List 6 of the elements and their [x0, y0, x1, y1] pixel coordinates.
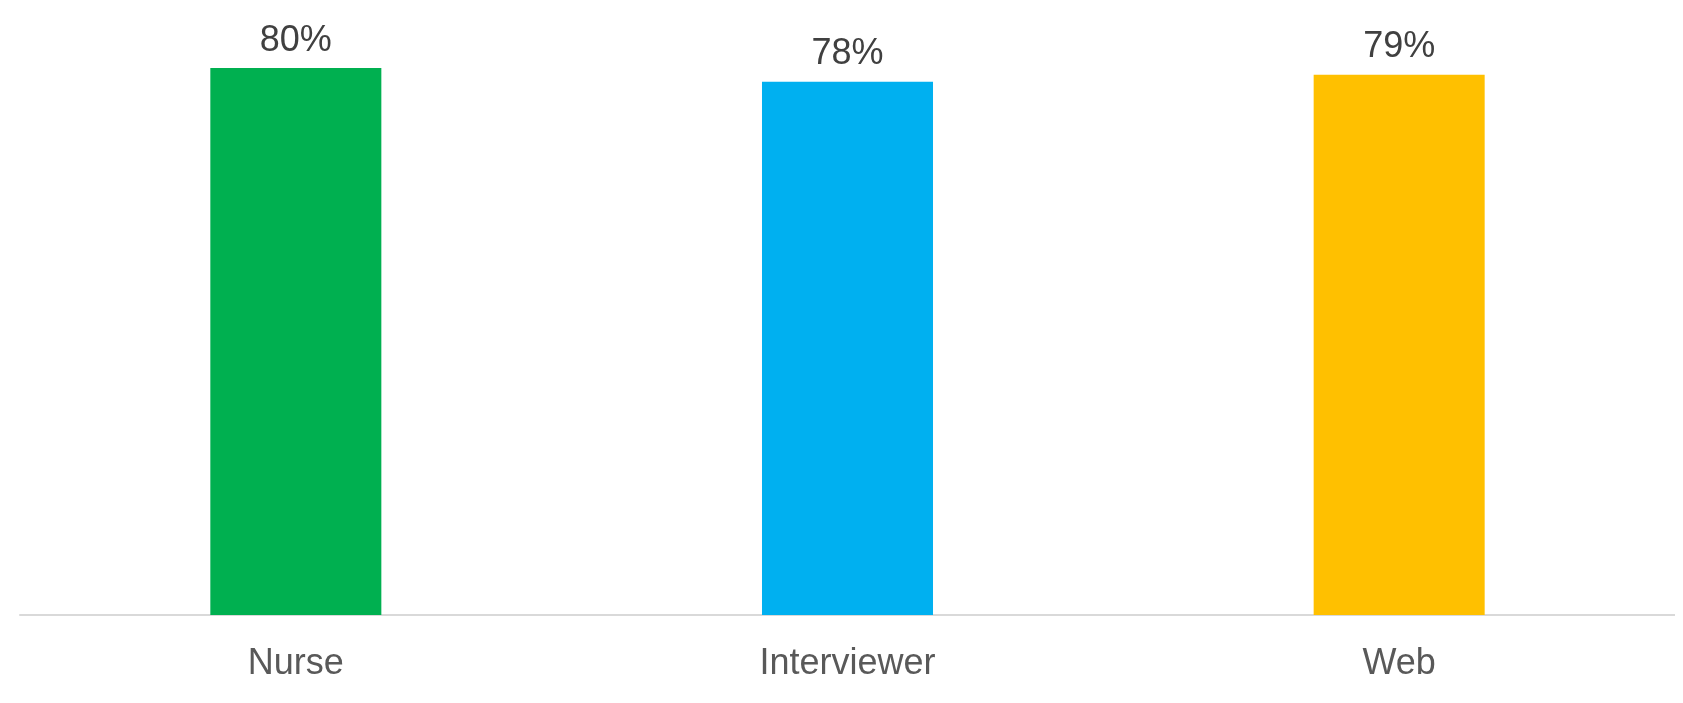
data-label: 78%	[811, 31, 884, 73]
x-tick-label: Nurse	[247, 640, 344, 682]
data-label: 79%	[1363, 24, 1436, 66]
x-tick-label: Interviewer	[759, 640, 936, 682]
data-label: 80%	[259, 17, 332, 59]
x-tick-label: Web	[1362, 640, 1436, 682]
